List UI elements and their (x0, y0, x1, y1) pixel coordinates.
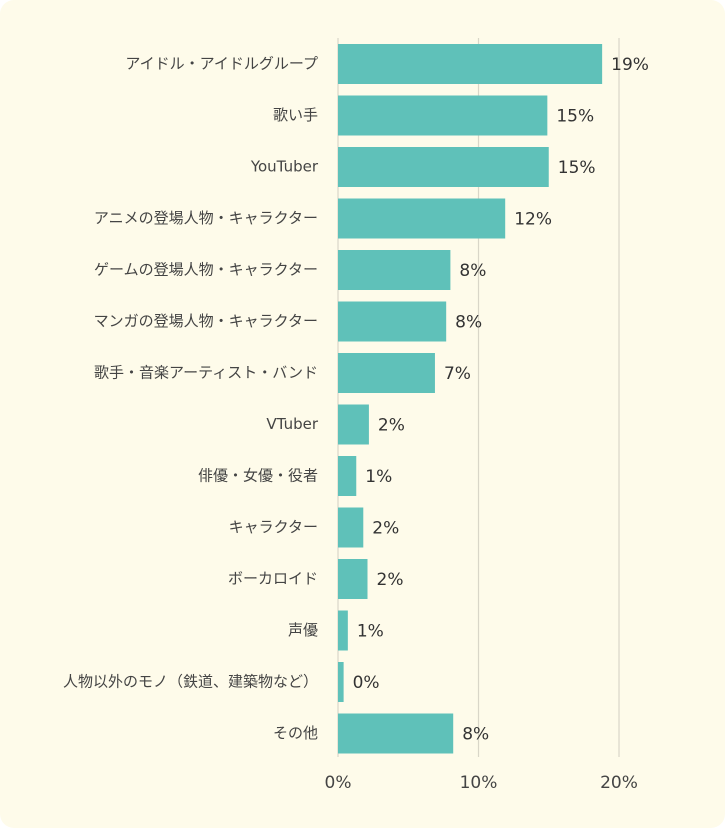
bar (338, 456, 357, 496)
data-label: 7% (444, 364, 471, 384)
category-label: マンガの登場人物・キャラクター (94, 312, 318, 330)
data-label: 8% (455, 313, 482, 333)
data-label: 2% (377, 570, 404, 590)
bar (338, 610, 348, 651)
data-label: 2% (372, 519, 399, 539)
x-tick-label: 20% (600, 773, 638, 793)
category-label: 俳優・女優・役者 (198, 467, 318, 485)
category-label: YouTuber (250, 158, 319, 176)
data-label: 12% (514, 210, 552, 230)
x-axis-ticks: 0% 10% 20% (325, 773, 638, 793)
data-label: 2% (378, 416, 405, 436)
bar (338, 353, 435, 393)
bars (338, 44, 603, 754)
bar (338, 95, 548, 136)
data-label: 8% (459, 261, 486, 281)
category-label: アニメの登場人物・キャラクター (94, 209, 318, 227)
bar (338, 250, 451, 290)
category-label: 声優 (288, 621, 318, 639)
category-label: その他 (273, 724, 318, 742)
data-label: 19% (611, 55, 649, 75)
x-tick-label: 0% (325, 773, 352, 793)
data-label: 15% (558, 158, 596, 178)
data-label: 15% (556, 107, 594, 127)
bar (338, 559, 368, 599)
value-labels: 19% 15% 15% 12% 8% 8% 7% 2% 1% 2% 2% 1% 0% 8% (353, 55, 649, 745)
gridlines (337, 38, 620, 757)
bar (338, 301, 447, 342)
category-label: 人物以外のモノ（鉄道、建築物など） (63, 673, 318, 691)
bar (338, 662, 344, 702)
x-tick-label: 10% (460, 773, 498, 793)
bar (338, 44, 603, 84)
category-label: ボーカロイド (228, 570, 318, 588)
data-label: 0% (353, 673, 380, 693)
bar (338, 147, 549, 187)
bar (338, 507, 364, 548)
bar (338, 404, 369, 445)
category-label: 歌手・音楽アーティスト・バンド (94, 364, 318, 382)
data-label: 1% (365, 467, 392, 487)
data-label: 1% (357, 622, 384, 642)
category-label: 歌い手 (273, 106, 318, 124)
bar (338, 713, 454, 754)
data-label: 8% (462, 725, 489, 745)
category-label: キャラクター (229, 518, 318, 536)
category-label: アイドル・アイドルグループ (125, 55, 318, 73)
bar (338, 198, 506, 239)
category-label: ゲームの登場人物・キャラクター (94, 261, 318, 279)
category-label: VTuber (266, 415, 318, 433)
